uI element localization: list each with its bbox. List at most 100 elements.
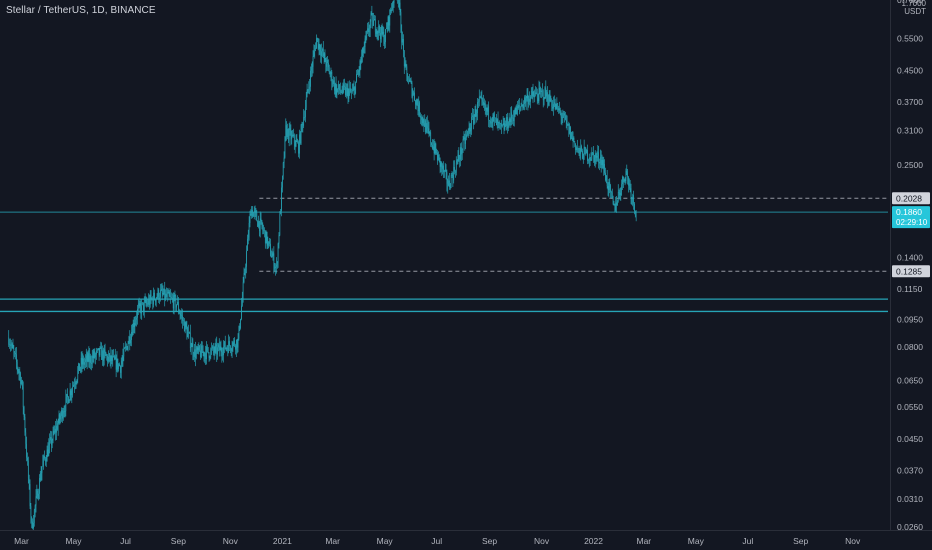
candle-body — [388, 16, 390, 26]
candle-body — [121, 360, 123, 364]
candle-body — [103, 349, 105, 361]
candle-body — [398, 1, 400, 3]
candle-body — [24, 416, 26, 433]
candle-body — [250, 213, 252, 216]
candle-body — [523, 103, 524, 108]
candle-body — [39, 478, 40, 494]
candle-body — [461, 149, 463, 155]
candle-body — [170, 296, 172, 298]
candle-body — [604, 164, 605, 173]
candle-body — [339, 84, 340, 91]
candle-body — [356, 74, 357, 82]
candle-body — [285, 125, 287, 137]
candle-body — [412, 93, 414, 97]
candle-body — [232, 342, 234, 349]
candle-body — [376, 30, 378, 34]
candle-body — [466, 134, 467, 138]
candle-body — [201, 345, 203, 353]
candle-body — [405, 63, 407, 67]
candle-body — [605, 175, 607, 181]
candle-body — [252, 209, 253, 217]
candle-body — [40, 473, 42, 481]
candle-body — [588, 160, 589, 162]
candle-body — [380, 32, 381, 40]
candle-body — [316, 38, 317, 49]
candle-body — [50, 436, 51, 441]
candle-body — [616, 202, 617, 206]
candle-body — [411, 82, 413, 97]
candle-body — [126, 346, 128, 350]
candle-body — [614, 203, 616, 211]
candle-body — [628, 183, 630, 186]
candle-body — [524, 97, 525, 104]
candle-body — [542, 90, 543, 92]
candle-body — [473, 116, 475, 124]
candle-body — [511, 112, 513, 119]
candle-body — [617, 192, 619, 202]
time-axis[interactable]: Mar May Jul Sep Nov 2021 Mar May Jul Sep Nov 2022 Ma… — [14, 536, 861, 546]
candle-body — [377, 30, 379, 33]
candle-body — [313, 51, 315, 57]
candle-body — [37, 490, 39, 499]
candle-body — [339, 90, 341, 92]
candle-body — [324, 53, 326, 62]
candle-body — [293, 134, 294, 137]
candle-body — [364, 38, 366, 48]
candle-body — [205, 353, 206, 360]
candle-body — [419, 102, 420, 116]
candle-body — [141, 303, 143, 314]
price-tick-label: 0.1400 — [897, 253, 923, 263]
candle-body — [467, 129, 469, 133]
candle-body — [215, 344, 217, 347]
candle-body — [174, 295, 176, 297]
candle-body — [492, 114, 494, 123]
candle-body — [287, 128, 289, 140]
candle-body — [564, 113, 565, 116]
candle-body — [392, 2, 394, 5]
candle-body — [528, 98, 530, 105]
candle-body — [254, 210, 256, 212]
candle-body — [610, 185, 611, 192]
candle-body — [328, 63, 329, 68]
candle-body — [430, 132, 432, 143]
candle-body — [311, 66, 313, 69]
candle-body — [463, 137, 465, 140]
candle-body — [266, 231, 268, 246]
candle-body — [612, 197, 614, 205]
candle-body — [358, 70, 360, 72]
candle-body — [357, 74, 358, 75]
candle-body — [118, 364, 120, 369]
candle-body — [617, 201, 618, 206]
candle-body — [355, 81, 357, 94]
candle-body — [85, 355, 87, 360]
candle-body — [133, 323, 135, 328]
horizontal-lines — [0, 197, 888, 313]
candle-body — [373, 20, 374, 26]
candle-body — [123, 348, 125, 357]
candle-body — [602, 160, 604, 169]
candle-body — [283, 157, 285, 163]
candle-body — [455, 162, 457, 173]
candle-body — [62, 413, 64, 419]
candle-body — [54, 428, 56, 433]
candle-body — [242, 282, 244, 297]
candle-body — [160, 289, 162, 291]
candle-body — [441, 162, 443, 169]
candle-body — [282, 162, 284, 177]
candle-body — [126, 346, 127, 348]
candle-body — [547, 92, 548, 102]
candle-body — [39, 478, 41, 481]
candle-body — [321, 51, 322, 56]
candle-body — [147, 303, 149, 305]
candle-body — [552, 106, 553, 109]
price-axis-top-label: 1.7000 — [902, 0, 927, 8]
candle-body — [507, 127, 509, 129]
candle-body — [51, 440, 53, 445]
candle-body — [537, 98, 539, 102]
candle-body — [580, 146, 582, 154]
price-axis[interactable]: 1.7000USDT1.00000.85000.70000.55000.4500… — [897, 0, 927, 550]
candle-body — [545, 87, 547, 97]
candle-body — [212, 346, 214, 351]
candle-body — [93, 351, 95, 358]
